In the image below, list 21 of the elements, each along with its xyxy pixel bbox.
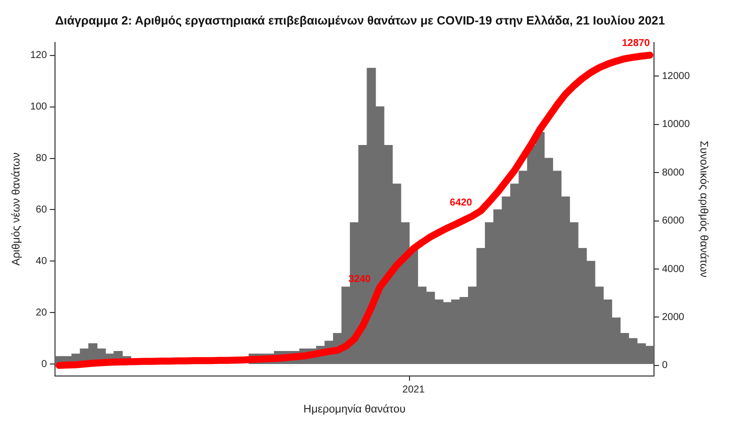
x-tick-label: 2021 [402, 384, 426, 396]
y-tick-label: 60 [36, 204, 48, 216]
y-axis-title: Αριθμός νέων θανάτων [10, 152, 23, 266]
y-tick-label: 100 [30, 102, 48, 113]
y2-tick-label: 8000 [662, 167, 685, 178]
y-tick-label: 0 [41, 358, 48, 370]
y2-tick-label: 2000 [662, 312, 685, 323]
y-tick-label: 20 [36, 307, 48, 318]
y-tick-label: 120 [30, 50, 48, 62]
y2-tick-label: 10000 [662, 119, 690, 130]
data-label: 6420 [450, 197, 472, 208]
data-label: 12870 [622, 38, 650, 49]
y2-tick-label: 0 [662, 360, 668, 372]
y-tick-label: 80 [36, 153, 48, 164]
y2-tick-label: 4000 [662, 264, 685, 275]
x-axis-title: Ημερομηνία θανάτου [303, 403, 406, 416]
chart-title: Διάγραμμα 2: Αριθμός εργαστηριακά επιβεβαιωμένων θανάτων με COVID-19 στην Ελλάδα, 21 Ιουλίου 2021 [55, 14, 666, 28]
y2-tick-label: 12000 [662, 70, 690, 82]
y2-axis-title: Συνολικός αριθμός θανάτων [697, 140, 710, 278]
y-tick-label: 40 [36, 256, 48, 267]
y2-tick-label: 6000 [662, 216, 685, 227]
